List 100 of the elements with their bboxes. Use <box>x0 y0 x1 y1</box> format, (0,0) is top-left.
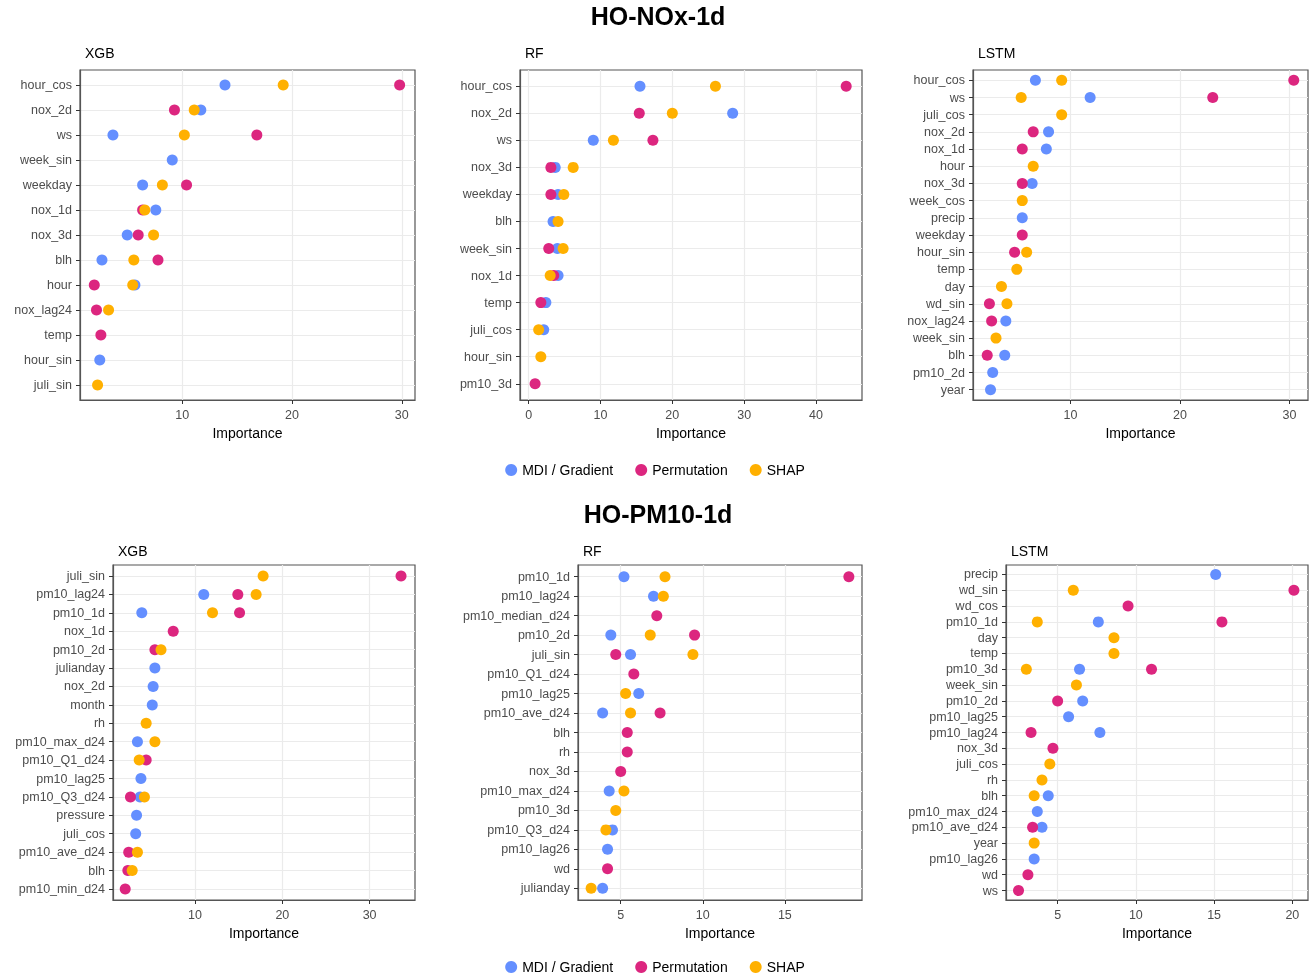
y-tick-label: hour <box>46 278 72 292</box>
y-tick-label: pm10_3d <box>945 662 999 677</box>
point <box>1288 584 1300 596</box>
y-tick-label: wd_sin <box>925 296 966 311</box>
y-tick-label: year <box>940 382 965 397</box>
point <box>132 229 144 241</box>
x-tick-label: 20 <box>1172 407 1187 422</box>
y-tick-label: pm10_lag25 <box>36 771 106 786</box>
point <box>625 649 637 661</box>
chart-title: XGB <box>118 543 148 559</box>
y-tick-label: pm10_ave_d24 <box>911 820 999 835</box>
y-tick-label: rh <box>93 716 106 731</box>
y-tick-label: pm10_lag26 <box>929 851 999 866</box>
point <box>124 791 136 803</box>
point <box>618 571 630 583</box>
point <box>156 179 168 191</box>
y-tick-label: pm10_Q1_d24 <box>22 753 106 768</box>
point <box>552 215 564 227</box>
y-tick-label: pm10_Q3_d24 <box>487 822 571 837</box>
point <box>600 824 612 836</box>
point <box>567 161 579 173</box>
point <box>1063 711 1075 723</box>
point <box>651 610 663 622</box>
point <box>181 179 193 191</box>
point <box>654 707 666 719</box>
y-tick-label: juli_cos <box>469 322 512 337</box>
legend-label: SHAP <box>766 462 805 478</box>
point <box>146 699 158 711</box>
point <box>529 378 541 390</box>
legend-label: Permutation <box>652 959 728 975</box>
point <box>1077 695 1089 707</box>
point <box>394 79 406 91</box>
point <box>587 134 599 146</box>
y-tick-label: precip <box>963 567 999 582</box>
y-tick-label: blh <box>553 725 571 740</box>
x-tick-label: 20 <box>665 407 680 422</box>
y-tick-label: hour_sin <box>917 245 966 260</box>
point <box>149 736 161 748</box>
y-tick-label: wd <box>553 861 571 876</box>
point <box>135 773 147 785</box>
y-tick-label: week_sin <box>458 241 513 256</box>
point <box>133 754 145 766</box>
point <box>1074 663 1086 675</box>
point <box>1056 109 1068 121</box>
y-tick-label: rh <box>986 772 999 787</box>
point <box>1036 821 1048 833</box>
point <box>648 590 660 602</box>
x-tick-label: 40 <box>809 407 824 422</box>
point <box>131 846 143 858</box>
point <box>1146 663 1158 675</box>
y-tick-label: pm10_lag24 <box>501 589 571 604</box>
point <box>1040 143 1052 155</box>
y-tick-label: nox_1d <box>63 624 106 639</box>
x-tick-label: 15 <box>777 907 792 922</box>
point <box>126 865 138 877</box>
y-tick-label: nox_1d <box>470 268 513 283</box>
chart-title: RF <box>583 543 602 559</box>
x-axis-title: Importance <box>655 424 727 441</box>
point <box>94 354 106 366</box>
y-tick-label: blh <box>88 863 106 878</box>
point <box>602 863 614 875</box>
y-tick-label: juli_cos <box>955 757 998 772</box>
point <box>1216 616 1228 628</box>
x-tick-label: 30 <box>362 907 377 922</box>
y-tick-label: pm10_1d <box>945 614 999 629</box>
y-tick-label: weekday <box>21 178 73 192</box>
point <box>1108 632 1120 644</box>
y-tick-label: week_sin <box>911 331 966 346</box>
y-tick-label: juli_sin <box>65 569 106 584</box>
y-tick-label: juli_cos <box>922 107 965 122</box>
point <box>92 379 104 391</box>
point <box>207 607 218 619</box>
point <box>843 571 855 583</box>
y-tick-label: weekday <box>461 187 513 202</box>
point <box>995 281 1007 293</box>
x-tick-label: 10 <box>175 407 190 422</box>
point <box>615 765 627 777</box>
x-tick-label: 5 <box>617 907 625 922</box>
point <box>1016 195 1028 207</box>
point <box>610 804 622 816</box>
point <box>533 324 545 336</box>
point <box>1027 160 1039 172</box>
y-tick-label: ws <box>55 128 72 142</box>
point <box>1016 143 1028 155</box>
x-axis-title: Importance <box>1121 924 1193 941</box>
y-tick-label: pm10_lag24 <box>36 587 106 602</box>
y-tick-label: temp <box>484 295 513 310</box>
point <box>1020 663 1032 675</box>
y-tick-label: hour_sin <box>24 353 73 367</box>
y-tick-label: nox_2d <box>30 103 73 117</box>
point <box>188 104 200 116</box>
chart-title: LSTM <box>978 45 1016 61</box>
x-tick-label: 20 <box>285 407 299 422</box>
point <box>558 188 570 200</box>
x-tick-label: 10 <box>593 407 608 422</box>
point <box>585 882 597 894</box>
y-tick-label: blh <box>981 788 999 803</box>
y-tick-label: juli_sin <box>32 378 73 392</box>
y-tick-label: pm10_median_d24 <box>462 608 571 623</box>
point <box>625 707 637 719</box>
